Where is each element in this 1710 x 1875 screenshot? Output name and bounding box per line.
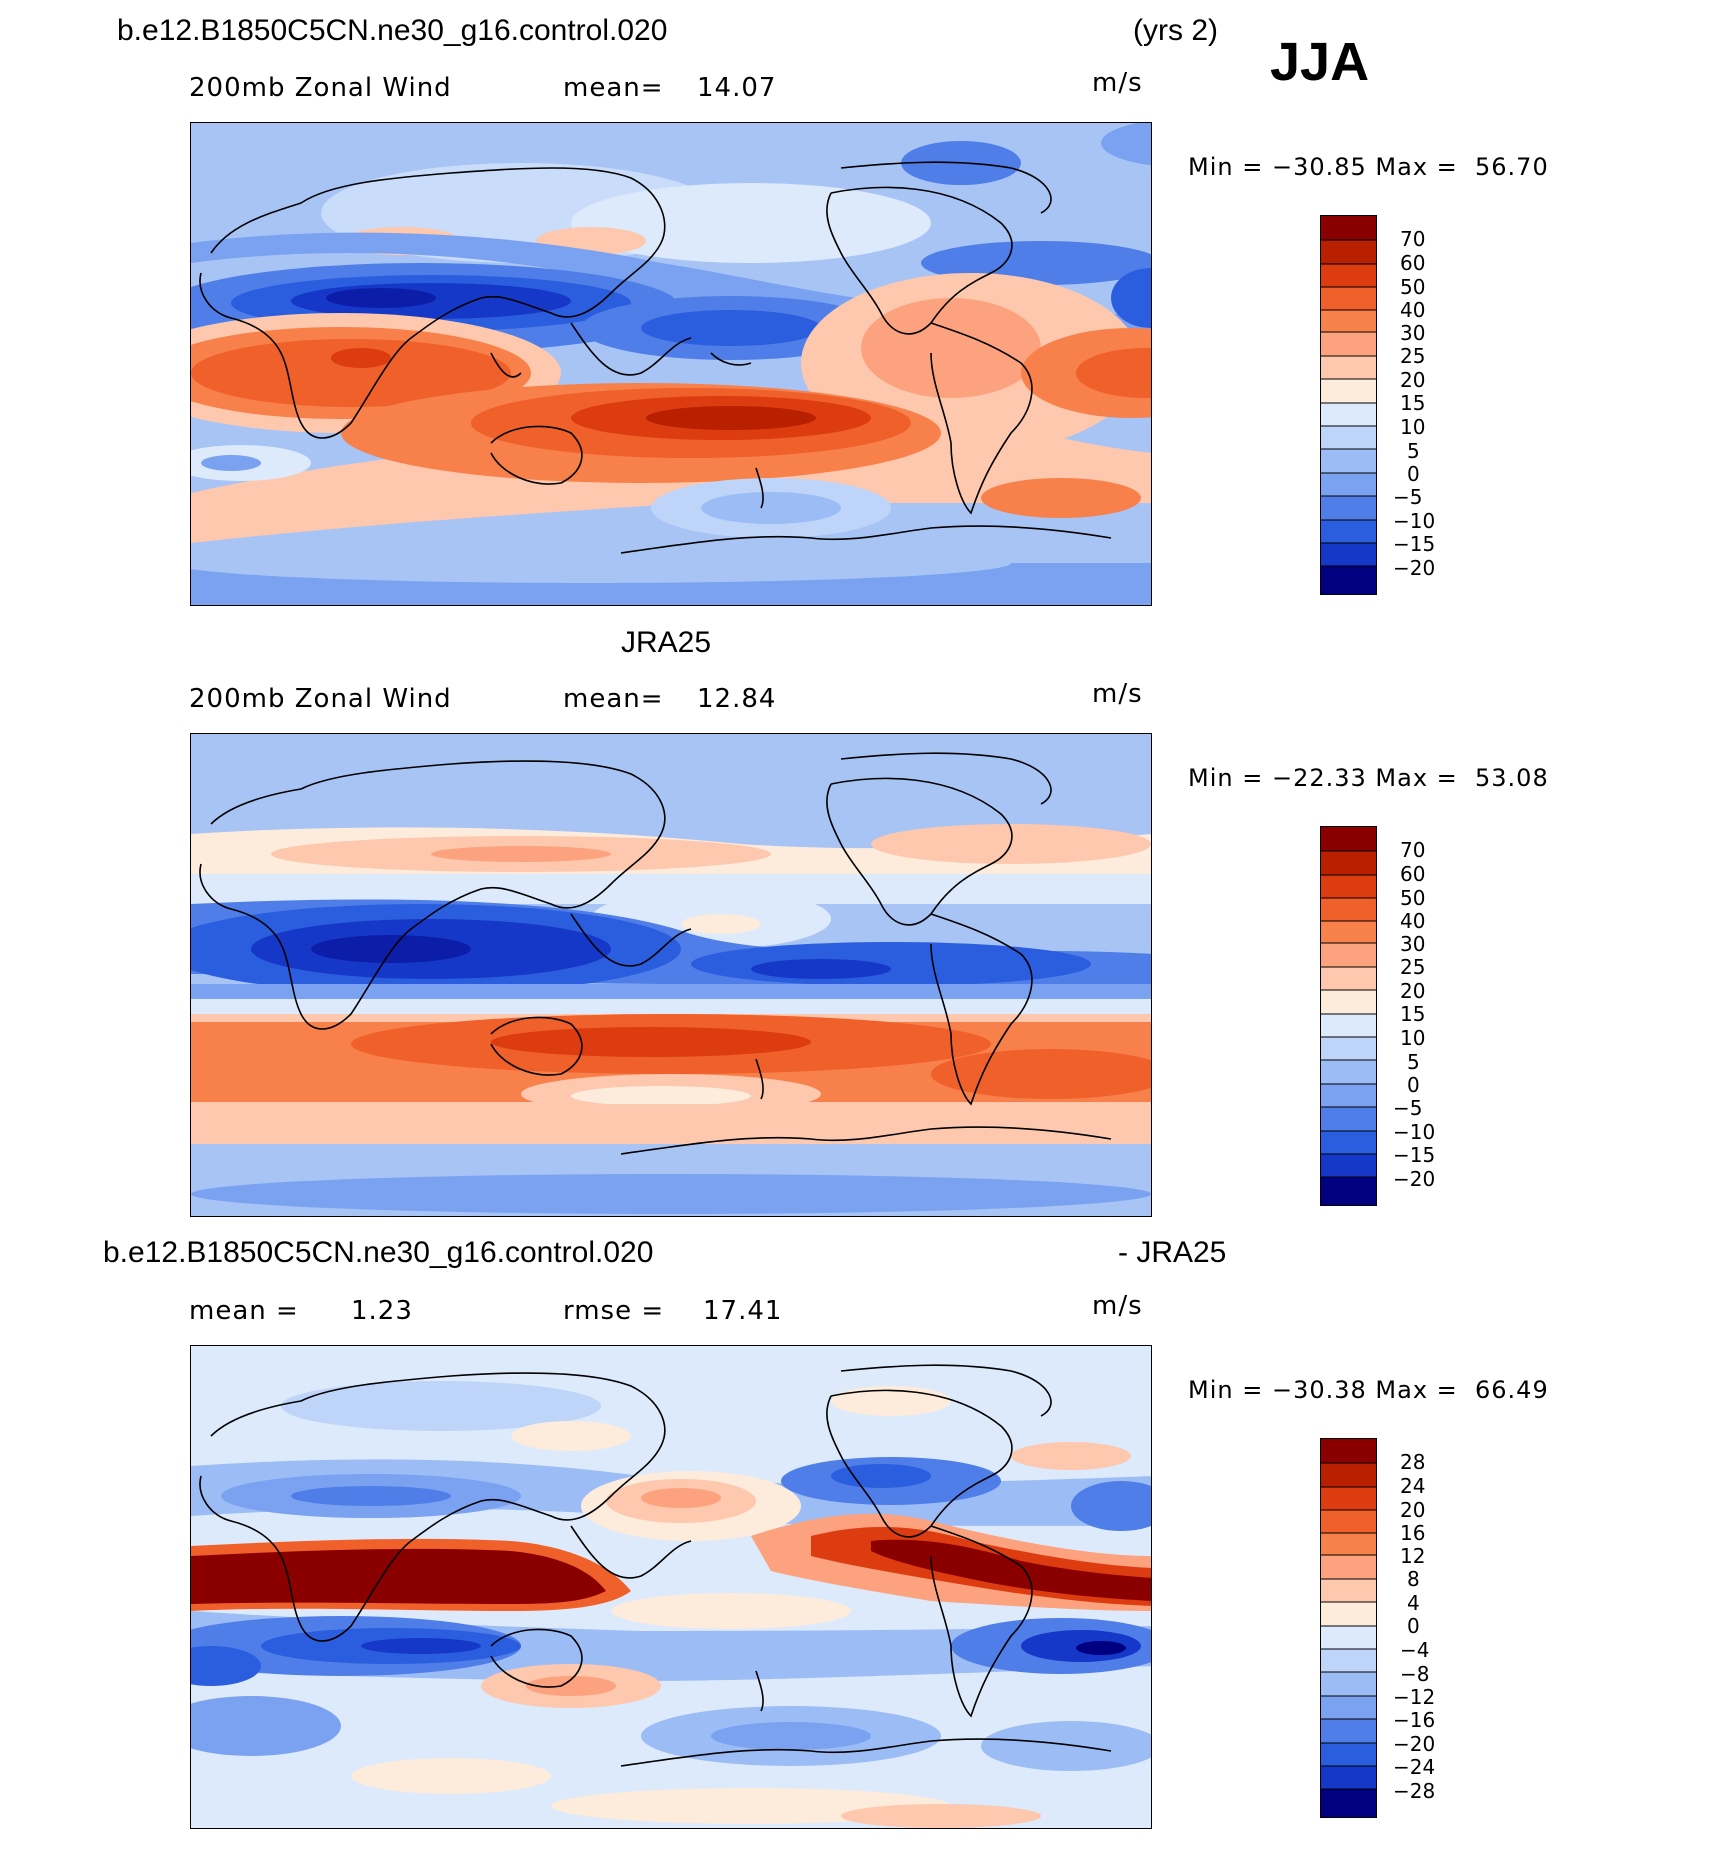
- panel3-units: m/s: [1092, 1291, 1143, 1321]
- panel3-diff-suffix: - JRA25: [1118, 1236, 1227, 1269]
- panel2-field: [191, 734, 1151, 1216]
- panel3-minmax: Min = −30.38 Max = 66.49: [1188, 1376, 1549, 1404]
- colorbar-tick: 70: [1400, 227, 1426, 251]
- colorbar-tick: −20: [1393, 556, 1436, 580]
- colorbar-tick: 25: [1400, 955, 1426, 979]
- colorbar-tick: 40: [1400, 909, 1426, 933]
- colorbar-tick: 25: [1400, 344, 1426, 368]
- colorbar-tick: 0: [1407, 1614, 1420, 1638]
- colorbar-tick: 16: [1400, 1521, 1426, 1545]
- panel2-colorbar: [1320, 826, 1377, 1206]
- colorbar-tick: −15: [1393, 532, 1436, 556]
- colorbar-tick: 20: [1400, 1498, 1426, 1522]
- panel3-case-title: b.e12.B1850C5CN.ne30_g16.control.020: [103, 1236, 654, 1269]
- panel2-mean-label: mean=: [563, 684, 664, 714]
- colorbar-tick: −12: [1393, 1685, 1436, 1709]
- colorbar-tick: 70: [1400, 838, 1426, 862]
- colorbar-tick: 4: [1407, 1591, 1420, 1615]
- colorbar-tick: 5: [1407, 1050, 1420, 1074]
- colorbar-tick: 10: [1400, 415, 1426, 439]
- panel3-map: [190, 1345, 1152, 1829]
- panel1-mean-value: 14.07: [697, 73, 777, 103]
- panel1-years: (yrs 2): [1133, 14, 1218, 47]
- panel3-colorbar: [1320, 1438, 1377, 1818]
- colorbar-tick: 0: [1407, 462, 1420, 486]
- colorbar-tick: 24: [1400, 1474, 1426, 1498]
- colorbar-tick: −4: [1400, 1638, 1430, 1662]
- colorbar-tick: −5: [1393, 1096, 1423, 1120]
- colorbar-tick: 50: [1400, 886, 1426, 910]
- colorbar-tick: 50: [1400, 275, 1426, 299]
- panel3-rmse-label: rmse =: [563, 1296, 665, 1326]
- colorbar-tick: −28: [1393, 1779, 1436, 1803]
- colorbar-tick: 8: [1407, 1567, 1420, 1591]
- panel1-field: [191, 123, 1151, 605]
- panel1-colorbar: [1320, 215, 1377, 595]
- colorbar-tick: −15: [1393, 1143, 1436, 1167]
- panel3-colorbar-swatches: [1321, 1439, 1376, 1817]
- panel3-mean-label: mean =: [189, 1296, 299, 1326]
- colorbar-tick: 60: [1400, 862, 1426, 886]
- colorbar-tick: 5: [1407, 439, 1420, 463]
- panel2-map: [190, 733, 1152, 1217]
- colorbar-tick: 0: [1407, 1073, 1420, 1097]
- panel2-title: JRA25: [621, 626, 712, 659]
- colorbar-tick: −24: [1393, 1755, 1436, 1779]
- panel3-mean-value: 1.23: [351, 1296, 413, 1326]
- colorbar-tick: 40: [1400, 298, 1426, 322]
- panel2-variable: 200mb Zonal Wind: [189, 684, 452, 714]
- panel1-case-title: b.e12.B1850C5CN.ne30_g16.control.020: [117, 14, 668, 47]
- panel1-map: [190, 122, 1152, 606]
- colorbar-tick: 20: [1400, 979, 1426, 1003]
- colorbar-tick: 30: [1400, 321, 1426, 345]
- colorbar-tick: 28: [1400, 1450, 1426, 1474]
- colorbar-tick: −5: [1393, 485, 1423, 509]
- colorbar-tick: −16: [1393, 1708, 1436, 1732]
- colorbar-tick: −10: [1393, 1120, 1436, 1144]
- colorbar-tick: −20: [1393, 1732, 1436, 1756]
- panel2-mean-value: 12.84: [697, 684, 777, 714]
- panel1-minmax: Min = −30.85 Max = 56.70: [1188, 153, 1549, 181]
- colorbar-tick: 15: [1400, 1002, 1426, 1026]
- panel1-mean-label: mean=: [563, 73, 664, 103]
- colorbar-tick: −20: [1393, 1167, 1436, 1191]
- colorbar-tick: 10: [1400, 1026, 1426, 1050]
- panel3-field: [191, 1346, 1151, 1828]
- panel1-colorbar-swatches: [1321, 216, 1376, 594]
- colorbar-tick: −10: [1393, 509, 1436, 533]
- colorbar-tick: −8: [1400, 1662, 1430, 1686]
- panel2-minmax: Min = −22.33 Max = 53.08: [1188, 764, 1549, 792]
- colorbar-tick: 15: [1400, 391, 1426, 415]
- colorbar-tick: 12: [1400, 1544, 1426, 1568]
- panel1-units: m/s: [1092, 68, 1143, 98]
- colorbar-tick: 20: [1400, 368, 1426, 392]
- panel1-variable: 200mb Zonal Wind: [189, 73, 452, 103]
- season-label: JJA: [1270, 32, 1370, 92]
- panel3-rmse-value: 17.41: [703, 1296, 783, 1326]
- panel2-colorbar-swatches: [1321, 827, 1376, 1205]
- colorbar-tick: 60: [1400, 251, 1426, 275]
- colorbar-tick: 30: [1400, 932, 1426, 956]
- panel2-units: m/s: [1092, 679, 1143, 709]
